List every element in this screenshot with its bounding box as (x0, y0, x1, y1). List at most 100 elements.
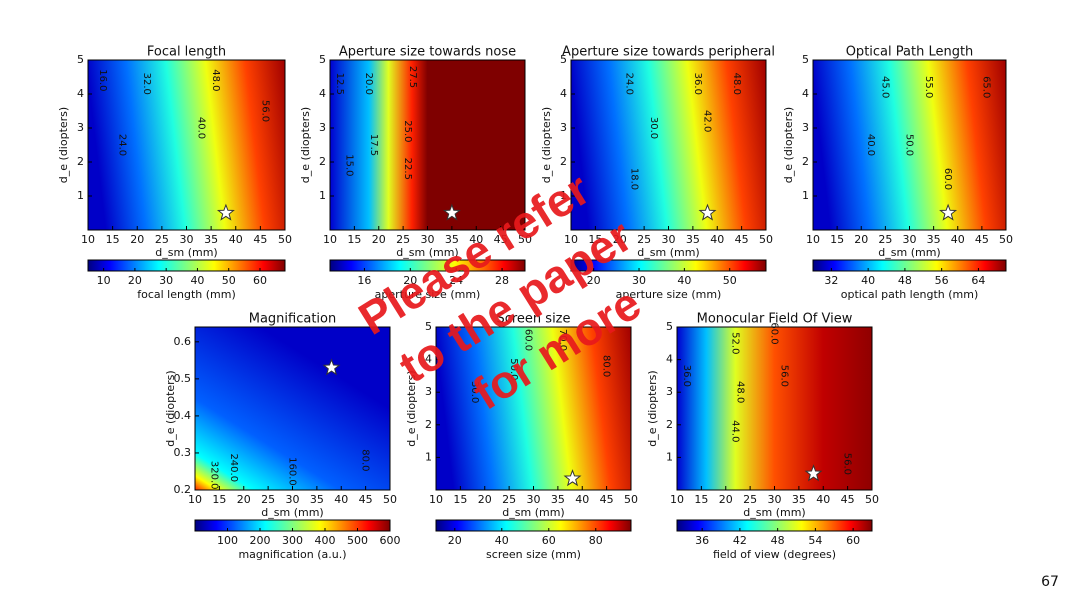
heatmap (813, 60, 1006, 230)
x-tick-label: 20 (719, 493, 733, 506)
x-tick-label: 35 (686, 233, 700, 246)
y-tick-label: 0.6 (174, 335, 192, 348)
colorbar-tick-label: 20 (403, 274, 417, 287)
contour-label: 18.0 (628, 168, 639, 190)
x-tick-label: 20 (372, 233, 386, 246)
x-tick-label: 15 (347, 233, 361, 246)
chart-title: Aperture size towards peripheral (562, 45, 775, 60)
contour-label: 12.5 (334, 73, 345, 95)
contour-label: 36.0 (692, 73, 703, 95)
x-tick-label: 45 (359, 493, 373, 506)
x-tick-label: 25 (637, 233, 651, 246)
x-tick-label: 20 (613, 233, 627, 246)
contour-label: 40.0 (865, 134, 876, 156)
x-tick-label: 20 (130, 233, 144, 246)
y-tick-label: 1 (319, 189, 326, 202)
colorbar-tick-label: 48 (898, 274, 912, 287)
x-tick-label: 45 (841, 493, 855, 506)
y-tick-label: 5 (77, 53, 84, 66)
x-tick-label: 10 (323, 233, 337, 246)
contour-label: 52.0 (730, 332, 741, 354)
y-tick-label: 2 (319, 155, 326, 168)
colorbar-tick-label: 28 (495, 274, 509, 287)
colorbar-tick-label: 600 (380, 534, 401, 547)
contour-label: 48.0 (734, 381, 745, 403)
contour-label: 32.0 (141, 73, 152, 95)
contour-label: 80.0 (601, 355, 612, 377)
x-tick-label: 35 (551, 493, 565, 506)
contour-label: 80.0 (360, 449, 371, 471)
x-tick-label: 30 (286, 493, 300, 506)
colorbar-label: field of view (degrees) (713, 548, 836, 561)
colorbar-tick-label: 40 (495, 534, 509, 547)
colorbar-tick-label: 42 (733, 534, 747, 547)
y-tick-label: 5 (802, 53, 809, 66)
colorbar-tick-label: 10 (97, 274, 111, 287)
colorbar (676, 519, 873, 532)
colorbar-tick-label: 56 (935, 274, 949, 287)
y-tick-label: 0.3 (174, 446, 192, 459)
contour-label: 56.0 (259, 100, 270, 122)
x-tick-label: 35 (204, 233, 218, 246)
x-tick-label: 15 (694, 493, 708, 506)
y-tick-label: 3 (425, 385, 432, 398)
y-axis-label: d_e (diopters) (164, 370, 177, 446)
x-tick-label: 50 (383, 493, 397, 506)
x-tick-label: 25 (502, 493, 516, 506)
colorbar-tick-label: 48 (771, 534, 785, 547)
x-axis-label: d_sm (mm) (878, 246, 940, 259)
colorbar-tick-label: 400 (315, 534, 336, 547)
x-tick-label: 45 (253, 233, 267, 246)
colorbar (570, 259, 767, 272)
x-tick-label: 45 (600, 493, 614, 506)
contour-label: 60.0 (942, 168, 953, 190)
contour-label: 24.0 (624, 73, 635, 95)
x-tick-label: 25 (396, 233, 410, 246)
x-tick-label: 25 (878, 233, 892, 246)
y-axis-label: d_e (diopters) (405, 370, 418, 446)
y-tick-label: 5 (425, 320, 432, 333)
colorbar-tick-label: 50 (723, 274, 737, 287)
marker-star (216, 203, 235, 221)
x-tick-label: 10 (81, 233, 95, 246)
y-tick-label: 0.5 (174, 372, 192, 385)
x-tick-label: 40 (469, 233, 483, 246)
colorbar-tick-label: 60 (542, 534, 556, 547)
x-tick-label: 25 (261, 493, 275, 506)
colorbar-label: focal length (mm) (137, 288, 236, 301)
x-tick-label: 20 (478, 493, 492, 506)
heatmap (571, 60, 766, 230)
contour-label: 50.0 (904, 134, 915, 156)
colorbar-tick-label: 36 (695, 534, 709, 547)
y-tick-label: 4 (560, 87, 567, 100)
heatmap (195, 327, 390, 490)
colorbar-tick-label: 30 (159, 274, 173, 287)
colorbar-tick-label: 40 (861, 274, 875, 287)
heatmap (88, 60, 285, 230)
colorbar-tick-label: 20 (587, 274, 601, 287)
x-tick-label: 35 (792, 493, 806, 506)
y-tick-label: 3 (319, 121, 326, 134)
colorbar-tick-label: 50 (222, 274, 236, 287)
colorbar-tick-label: 60 (253, 274, 267, 287)
colorbar-tick-label: 40 (190, 274, 204, 287)
y-tick-label: 2 (425, 418, 432, 431)
x-tick-label: 20 (854, 233, 868, 246)
marker-star (322, 358, 341, 376)
y-tick-label: 1 (425, 450, 432, 463)
x-tick-label: 40 (816, 493, 830, 506)
colorbar (329, 259, 526, 272)
colorbar-tick-label: 80 (589, 534, 603, 547)
colorbar-tick-label: 40 (677, 274, 691, 287)
x-tick-label: 30 (180, 233, 194, 246)
colorbar-tick-label: 60 (846, 534, 860, 547)
contour-label: 50.0 (508, 358, 519, 380)
colorbar (812, 259, 1007, 272)
x-tick-label: 30 (527, 493, 541, 506)
y-tick-label: 5 (319, 53, 326, 66)
contour-label: 40.0 (195, 117, 206, 139)
x-tick-label: 10 (670, 493, 684, 506)
heatmap (330, 60, 525, 230)
contour-label: 48.0 (731, 73, 742, 95)
